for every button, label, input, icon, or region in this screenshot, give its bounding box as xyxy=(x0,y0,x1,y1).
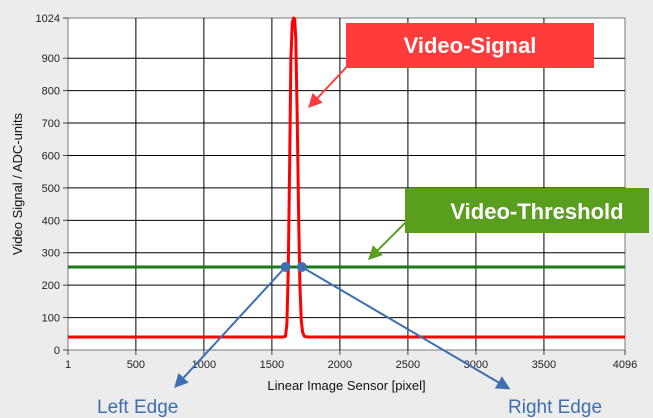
right-edge-label: Right Edge xyxy=(508,397,602,418)
y-axis-title: Video Signal / ADC-units xyxy=(10,112,25,255)
video-signal-line xyxy=(68,16,625,339)
x-tick-label: 3500 xyxy=(532,359,556,371)
x-tick-label: 3000 xyxy=(464,359,488,371)
left-edge-label: Left Edge xyxy=(97,397,178,418)
y-tick-label: 500 xyxy=(42,183,60,195)
x-tick-label: 500 xyxy=(127,359,145,371)
y-tick-label: 1024 xyxy=(36,13,60,25)
x-tick-label: 2500 xyxy=(396,359,420,371)
y-tick-label: 800 xyxy=(42,86,60,98)
x-tick-label: 4096 xyxy=(613,359,637,371)
x-tick-label: 1 xyxy=(65,359,71,371)
y-tick-label: 600 xyxy=(42,150,60,162)
y-tick-label: 400 xyxy=(42,215,60,227)
video-threshold-callout-box xyxy=(405,188,649,233)
right-edge-arrow xyxy=(301,266,511,390)
x-tick-label: 1500 xyxy=(260,359,284,371)
y-tick-label: 200 xyxy=(42,280,60,292)
video-threshold-arrow xyxy=(368,219,409,260)
y-tick-label: 300 xyxy=(42,248,60,260)
video-threshold-callout-text: Video-Threshold xyxy=(450,199,623,224)
x-axis-title: Linear Image Sensor [pixel] xyxy=(267,378,425,393)
plot-area xyxy=(67,17,626,351)
y-tick-label: 100 xyxy=(42,313,60,325)
video-signal-callout-text: Video-Signal xyxy=(404,33,537,58)
left-edge-arrow xyxy=(174,266,287,389)
y-tick-label: 0 xyxy=(54,345,60,357)
y-tick-label: 900 xyxy=(42,53,60,65)
x-tick-label: 2000 xyxy=(328,359,352,371)
video-signal-callout-box xyxy=(346,23,594,68)
y-tick-label: 700 xyxy=(42,118,60,130)
